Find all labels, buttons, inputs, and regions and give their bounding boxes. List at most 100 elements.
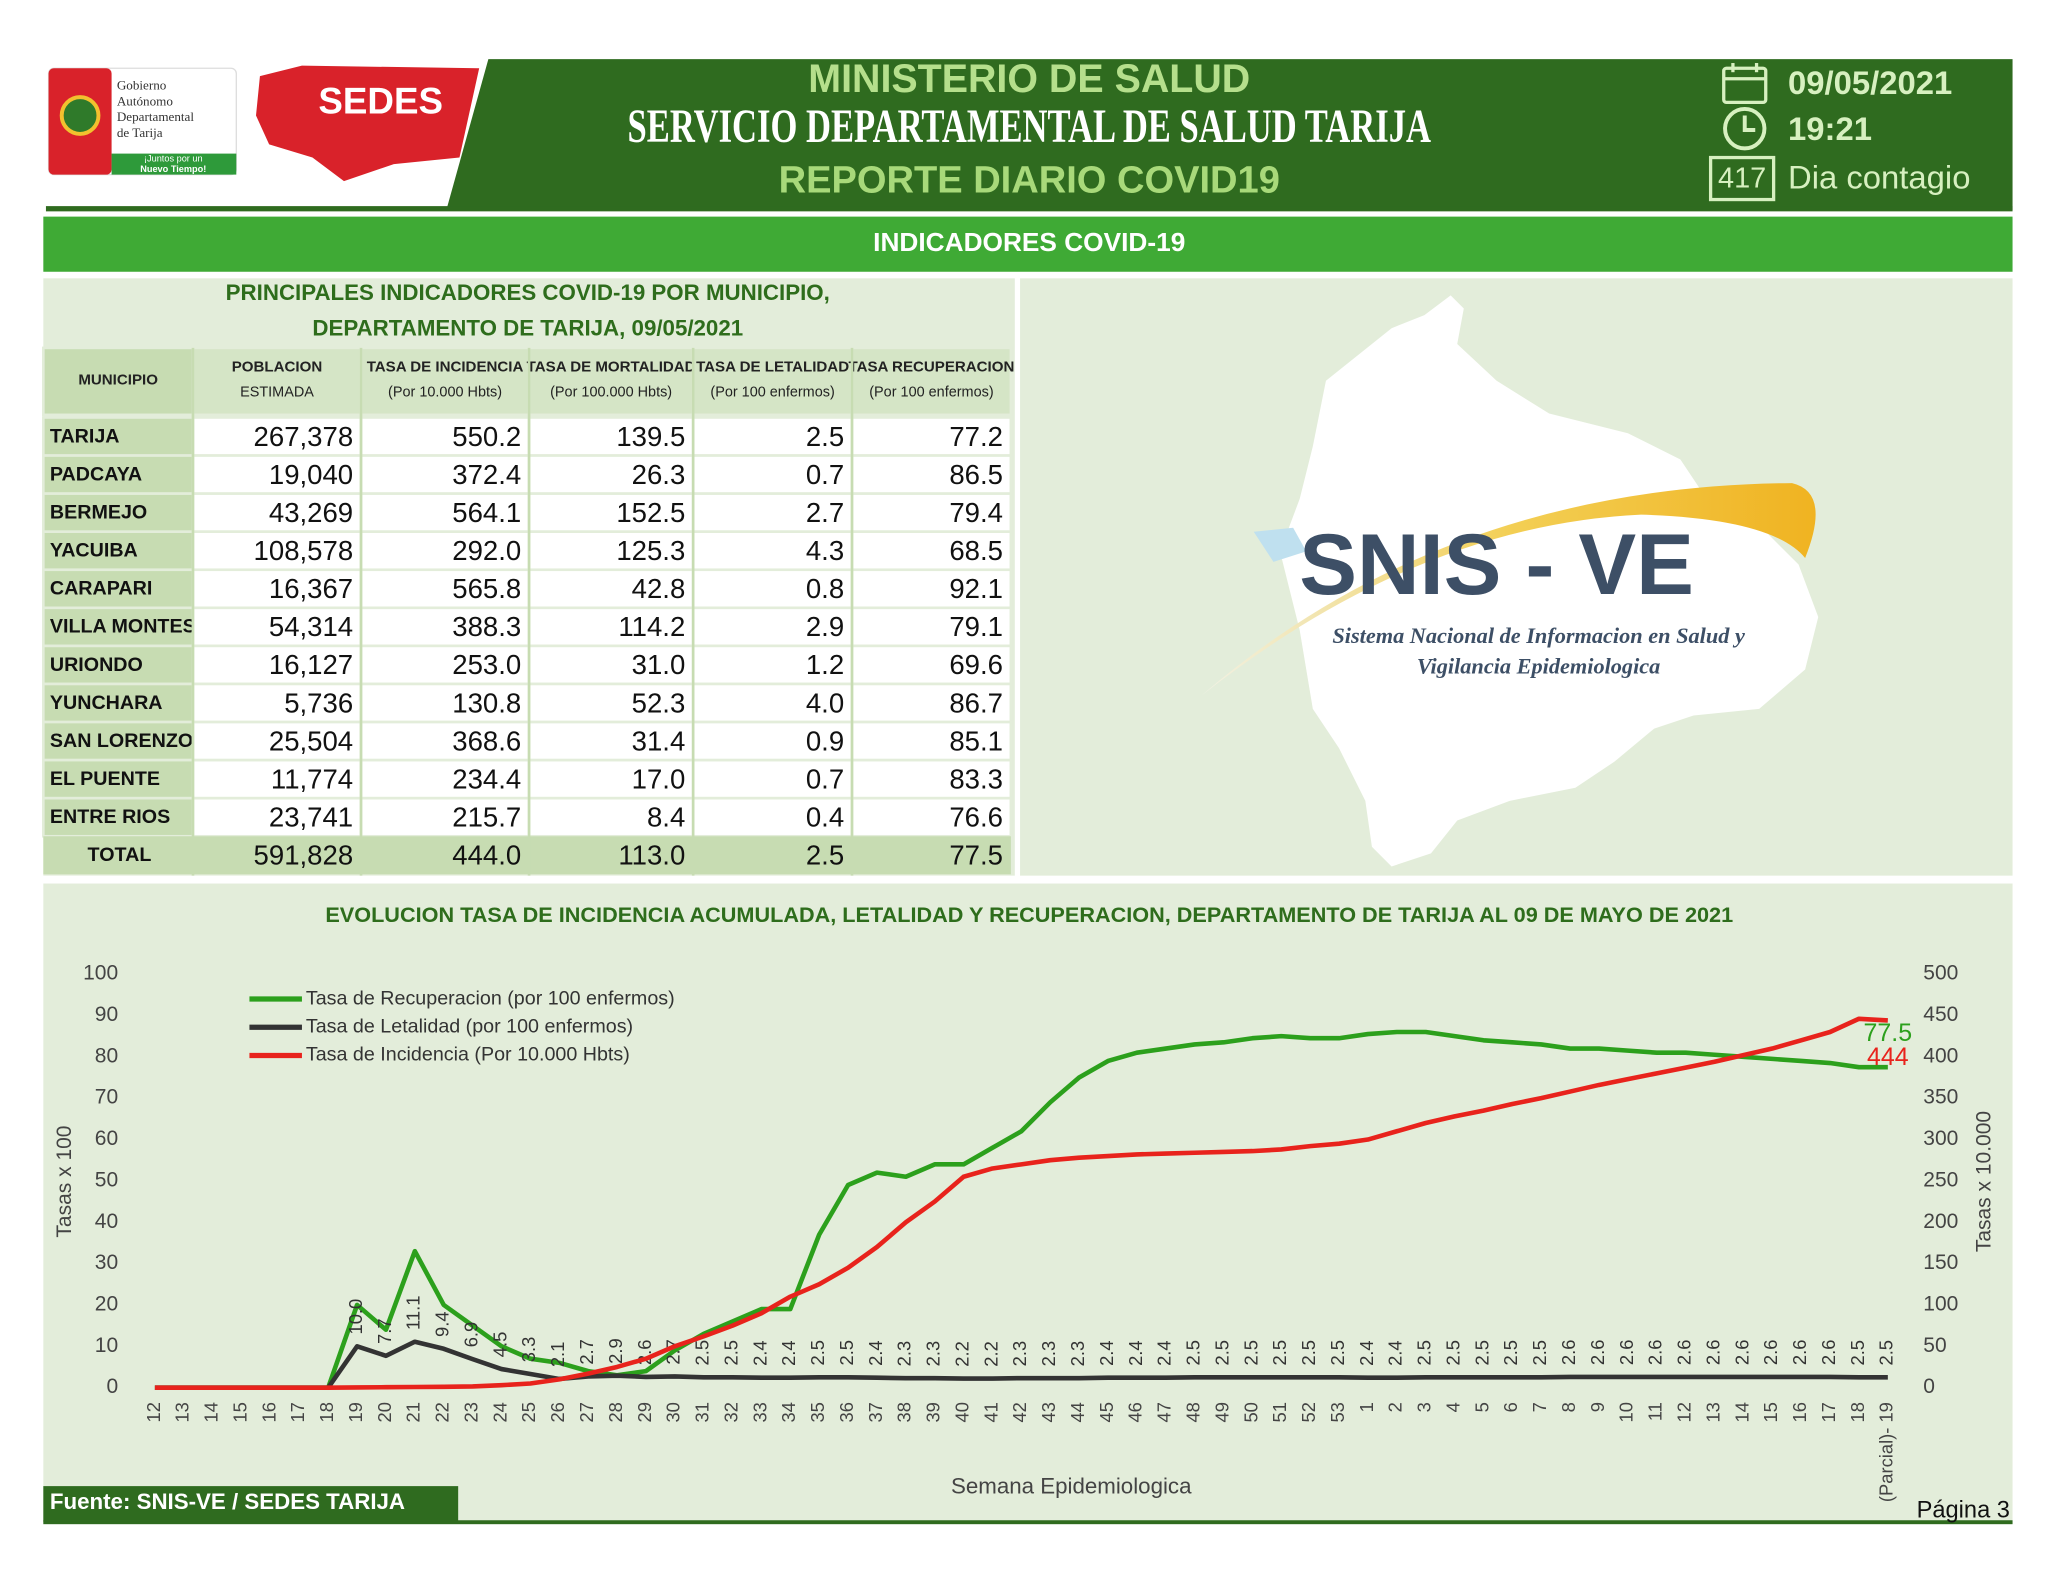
- data-label: 9.4: [432, 1311, 453, 1337]
- map-lake: [1253, 527, 1307, 562]
- x-tick-label: 2: [1385, 1402, 1406, 1412]
- data-label: 2.6: [1731, 1340, 1752, 1366]
- cell-value: 69.6: [949, 649, 1003, 680]
- data-label: 2.5: [1183, 1340, 1204, 1366]
- data-label: 2.6: [1760, 1340, 1781, 1366]
- day-label: Dia contagio: [1788, 159, 1970, 196]
- cell-value: 86.7: [949, 687, 1003, 718]
- x-tick-label: 1: [1356, 1402, 1377, 1412]
- y-tick-label: 10: [95, 1334, 118, 1357]
- y-tick-label: 50: [95, 1168, 118, 1191]
- cell-value: 368.6: [452, 725, 521, 756]
- cell-value: 79.1: [949, 611, 1003, 642]
- data-label: 3.3: [518, 1337, 539, 1363]
- plot: 0102030405060708090100050100150200250300…: [83, 962, 1958, 1502]
- column-header: (Por 100.000 Hbts): [550, 384, 672, 400]
- section-bar: [43, 216, 2013, 272]
- x-tick-label: 33: [749, 1402, 770, 1422]
- y2-tick-label: 450: [1923, 1003, 1958, 1026]
- cell: [42, 682, 195, 724]
- column-header: (Por 100 enfermos): [710, 384, 834, 400]
- y-tick-label: 90: [95, 1003, 118, 1026]
- legend-label: Tasa de Incidencia (Por 10.000 Hbts): [306, 1044, 630, 1066]
- x-tick-label: 6: [1500, 1402, 1521, 1412]
- cell-value: 215.7: [452, 801, 521, 832]
- logo-text: de Tarija: [117, 125, 163, 140]
- cell: [850, 568, 1013, 610]
- cell-value: 444.0: [452, 840, 521, 871]
- data-label: 2.3: [1038, 1341, 1059, 1367]
- cell-value: 23,741: [269, 801, 353, 832]
- cell-value: 139.5: [616, 421, 685, 452]
- cell: [850, 416, 1013, 457]
- day-count-box: [1708, 155, 1776, 202]
- x-tick-label: 26: [547, 1402, 568, 1422]
- data-label: 2.5: [1529, 1340, 1550, 1366]
- column-header: TASA RECUPERACION: [849, 359, 1015, 376]
- y2-tick-label: 350: [1923, 1086, 1958, 1109]
- data-label: 2.4: [1385, 1340, 1406, 1366]
- cell-value: 79.4: [949, 497, 1003, 528]
- column-header: TASA DE LETALIDAD: [696, 359, 849, 376]
- row-label: SAN LORENZO: [50, 730, 193, 752]
- logo-text: Autónomo: [117, 93, 174, 108]
- row-label: CARAPARI: [50, 578, 152, 600]
- y-tick-label: 70: [95, 1086, 118, 1109]
- data-label: 2.5: [1298, 1340, 1319, 1366]
- x-tick-label: 12: [143, 1402, 164, 1422]
- table-title: PRINCIPALES INDICADORES COVID-19 POR MUN…: [226, 280, 830, 305]
- x-tick-label: 50: [1240, 1402, 1261, 1422]
- y2-tick-label: 400: [1923, 1044, 1958, 1067]
- cell-value: 4.0: [806, 687, 844, 718]
- cell-value: 2.5: [806, 421, 844, 452]
- cell-value: 31.4: [632, 725, 686, 756]
- map-shape: [1280, 295, 1819, 867]
- x-tick-label: 28: [605, 1402, 626, 1422]
- data-label: 2.4: [778, 1340, 799, 1366]
- cell: [42, 606, 195, 648]
- x-tick-label: 49: [1211, 1402, 1232, 1422]
- cell: [527, 796, 695, 838]
- total-label: TOTAL: [88, 844, 152, 866]
- row-label: YUNCHARA: [50, 692, 163, 714]
- x-tick-label: 16: [1789, 1402, 1810, 1422]
- cell-value: 152.5: [616, 497, 685, 528]
- y2-tick-label: 100: [1923, 1292, 1958, 1315]
- data-label: 2.6: [1587, 1340, 1608, 1366]
- source-box: [43, 1486, 459, 1522]
- cell: [191, 796, 363, 838]
- row-label: VILLA MONTES: [50, 616, 196, 638]
- cell: [850, 644, 1013, 686]
- x-tick-label: 14: [201, 1402, 222, 1422]
- header-title: MINISTERIO DE SALUD: [808, 57, 1250, 101]
- x-tick-label: 14: [1731, 1402, 1752, 1422]
- cell-value: 388.3: [452, 611, 521, 642]
- cell-value: 1.2: [806, 649, 844, 680]
- cell-value: 11,774: [271, 763, 353, 794]
- cell-value: 16,127: [269, 649, 353, 680]
- source: Fuente: SNIS-VE / SEDES TARIJA: [50, 1489, 405, 1514]
- cell-value: 52.3: [632, 687, 686, 718]
- table: MUNICIPIO POBLACION ESTIMADA TASA DE INCIDE…: [42, 346, 1015, 876]
- header-report: REPORTE DIARIO COVID19: [779, 160, 1280, 202]
- data-label: 2.7: [576, 1339, 597, 1365]
- data-label: 2.5: [720, 1340, 741, 1366]
- x-tick-label: 20: [374, 1402, 395, 1422]
- x-tick-label: 42: [1009, 1402, 1030, 1422]
- map-caption: Sistema Nacional de Informacion en Salud…: [1332, 623, 1745, 648]
- cell-value: 565.8: [452, 573, 521, 604]
- calendar-icon: [1722, 63, 1768, 105]
- row-label: PADCAYA: [50, 463, 142, 485]
- header-cell: [191, 346, 363, 417]
- cell-value: 550.2: [452, 421, 521, 452]
- x-tick-label: 34: [778, 1402, 799, 1422]
- cell-value: 26.3: [632, 459, 686, 490]
- cell: [850, 606, 1013, 648]
- series-line: [154, 1339, 1888, 1390]
- cell-value: 0.7: [806, 459, 844, 490]
- x-tick-label: 48: [1183, 1402, 1204, 1422]
- row-label: TARIJA: [50, 425, 120, 447]
- cell-value: 2.5: [806, 840, 844, 871]
- y2-tick-label: 50: [1923, 1334, 1946, 1357]
